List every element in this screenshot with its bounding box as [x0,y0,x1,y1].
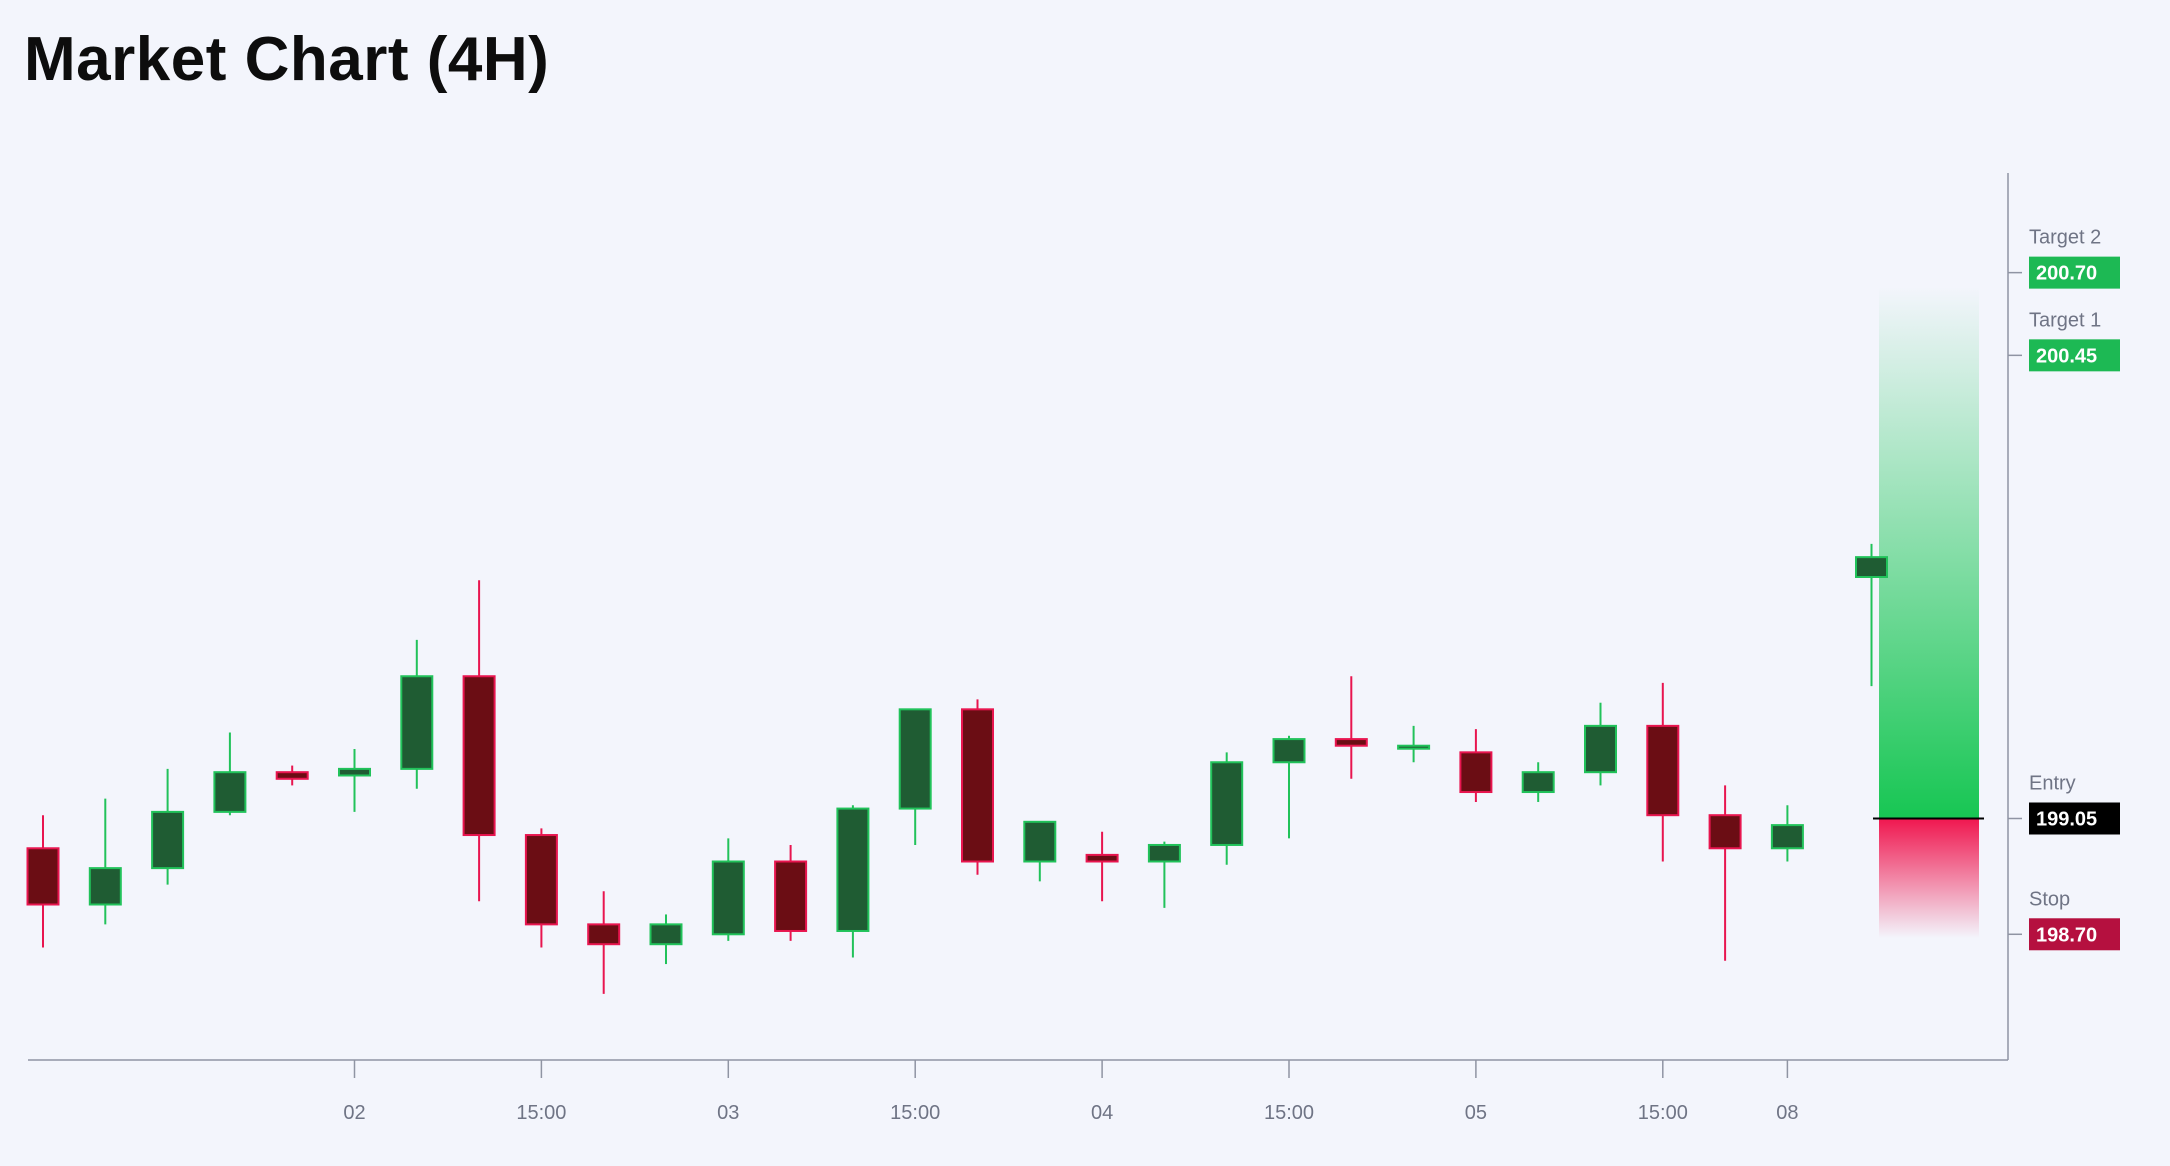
candle-up [1023,820,1057,882]
candle-up [898,708,932,845]
candles [26,543,1889,994]
candle-up [711,838,745,941]
candle-body [1646,724,1680,817]
candle-body [1708,814,1742,850]
candle-up [1770,805,1804,862]
level-stop: Stop 198.70 [2008,888,2120,951]
candle-body [1584,724,1617,774]
x-tick-label: 15:00 [1638,1102,1688,1124]
level-value: 200.45 [2036,345,2097,367]
candle-up [1397,725,1431,763]
candle-up [1147,841,1181,908]
chart-title: Market Chart (4H) [24,25,550,94]
axes: 02 15:00 03 15:00 04 15:00 05 15:00 08 [28,173,2009,1124]
x-tick-label: 15:00 [516,1102,566,1124]
level-badge [2029,339,2120,372]
x-tick-label: 03 [717,1102,739,1124]
candle-body [524,834,558,926]
risk-reward-zone [1879,286,1979,939]
level-value: 198.70 [2036,924,2097,946]
candle-body [1210,761,1244,846]
candle-up [1210,752,1244,865]
candle-down [1646,682,1680,862]
price-levels: Target 2 200.70 Target 1 200.45 Entry 199.05 S… [1873,227,2120,951]
level-target-2: Target 2 200.70 [2008,227,2120,289]
candle-body [26,847,60,906]
candle-down [26,815,60,948]
level-name: Entry [2029,772,2076,794]
level-entry: Entry 199.05 [1873,772,2120,835]
candle-body [1397,744,1431,750]
candle-down [587,891,621,994]
x-tick-label: 08 [1776,1102,1798,1124]
candle-body [151,810,185,870]
risk-zone [1879,818,1979,939]
candle-body [774,860,808,932]
candle-up [1521,762,1555,802]
candle-body [1459,751,1493,794]
candle-down [462,580,496,902]
candle-body [88,867,122,906]
x-tick-label: 04 [1091,1102,1113,1124]
candle-up [1855,543,1889,687]
x-tick-label: 05 [1465,1102,1487,1124]
candle-up [151,768,185,885]
candle-body [1023,820,1057,863]
level-value: 200.70 [2036,263,2097,285]
candle-up [213,732,247,816]
candle-body [462,675,496,837]
level-name: Stop [2029,888,2070,910]
candle-body [1770,824,1804,850]
candle-body [1334,738,1368,747]
candle-up [836,805,870,958]
candle-up [338,749,371,812]
candle-up [1584,702,1617,786]
candle-body [400,675,434,770]
level-badge [2029,918,2120,951]
candle-body [587,923,621,946]
candle-down [1459,729,1493,802]
candle-body [1272,738,1306,764]
candle-body [711,860,745,936]
candle-up [1272,735,1306,839]
level-target-1: Target 1 200.45 [2008,309,2120,372]
candle-body [275,771,309,780]
candle-up [400,639,434,789]
level-badge [2029,802,2120,835]
x-tick-label: 15:00 [890,1102,940,1124]
candle-body [1147,843,1181,863]
candle-body [836,807,870,932]
reward-zone [1879,286,1979,819]
candle-down [524,828,558,948]
x-tick-label: 15:00 [1264,1102,1314,1124]
candle-body [898,708,932,810]
candle-down [275,765,309,786]
level-name: Target 1 [2029,309,2101,331]
candle-down [961,699,994,875]
candle-body [1521,771,1555,794]
candle-body [1855,556,1889,578]
candle-body [649,923,683,946]
candle-down [774,844,808,941]
candle-body [338,767,371,777]
level-badge [2029,256,2120,289]
level-value: 199.05 [2036,808,2097,830]
candle-body [213,771,247,813]
candle-body [961,708,994,863]
candle-down [1085,831,1119,902]
candle-body [1085,853,1119,863]
candle-up [88,798,122,925]
level-name: Target 2 [2029,227,2101,249]
x-tick-label: 02 [343,1102,365,1124]
candle-down [1708,785,1742,961]
candle-up [649,914,683,965]
candle-down [1334,676,1368,779]
